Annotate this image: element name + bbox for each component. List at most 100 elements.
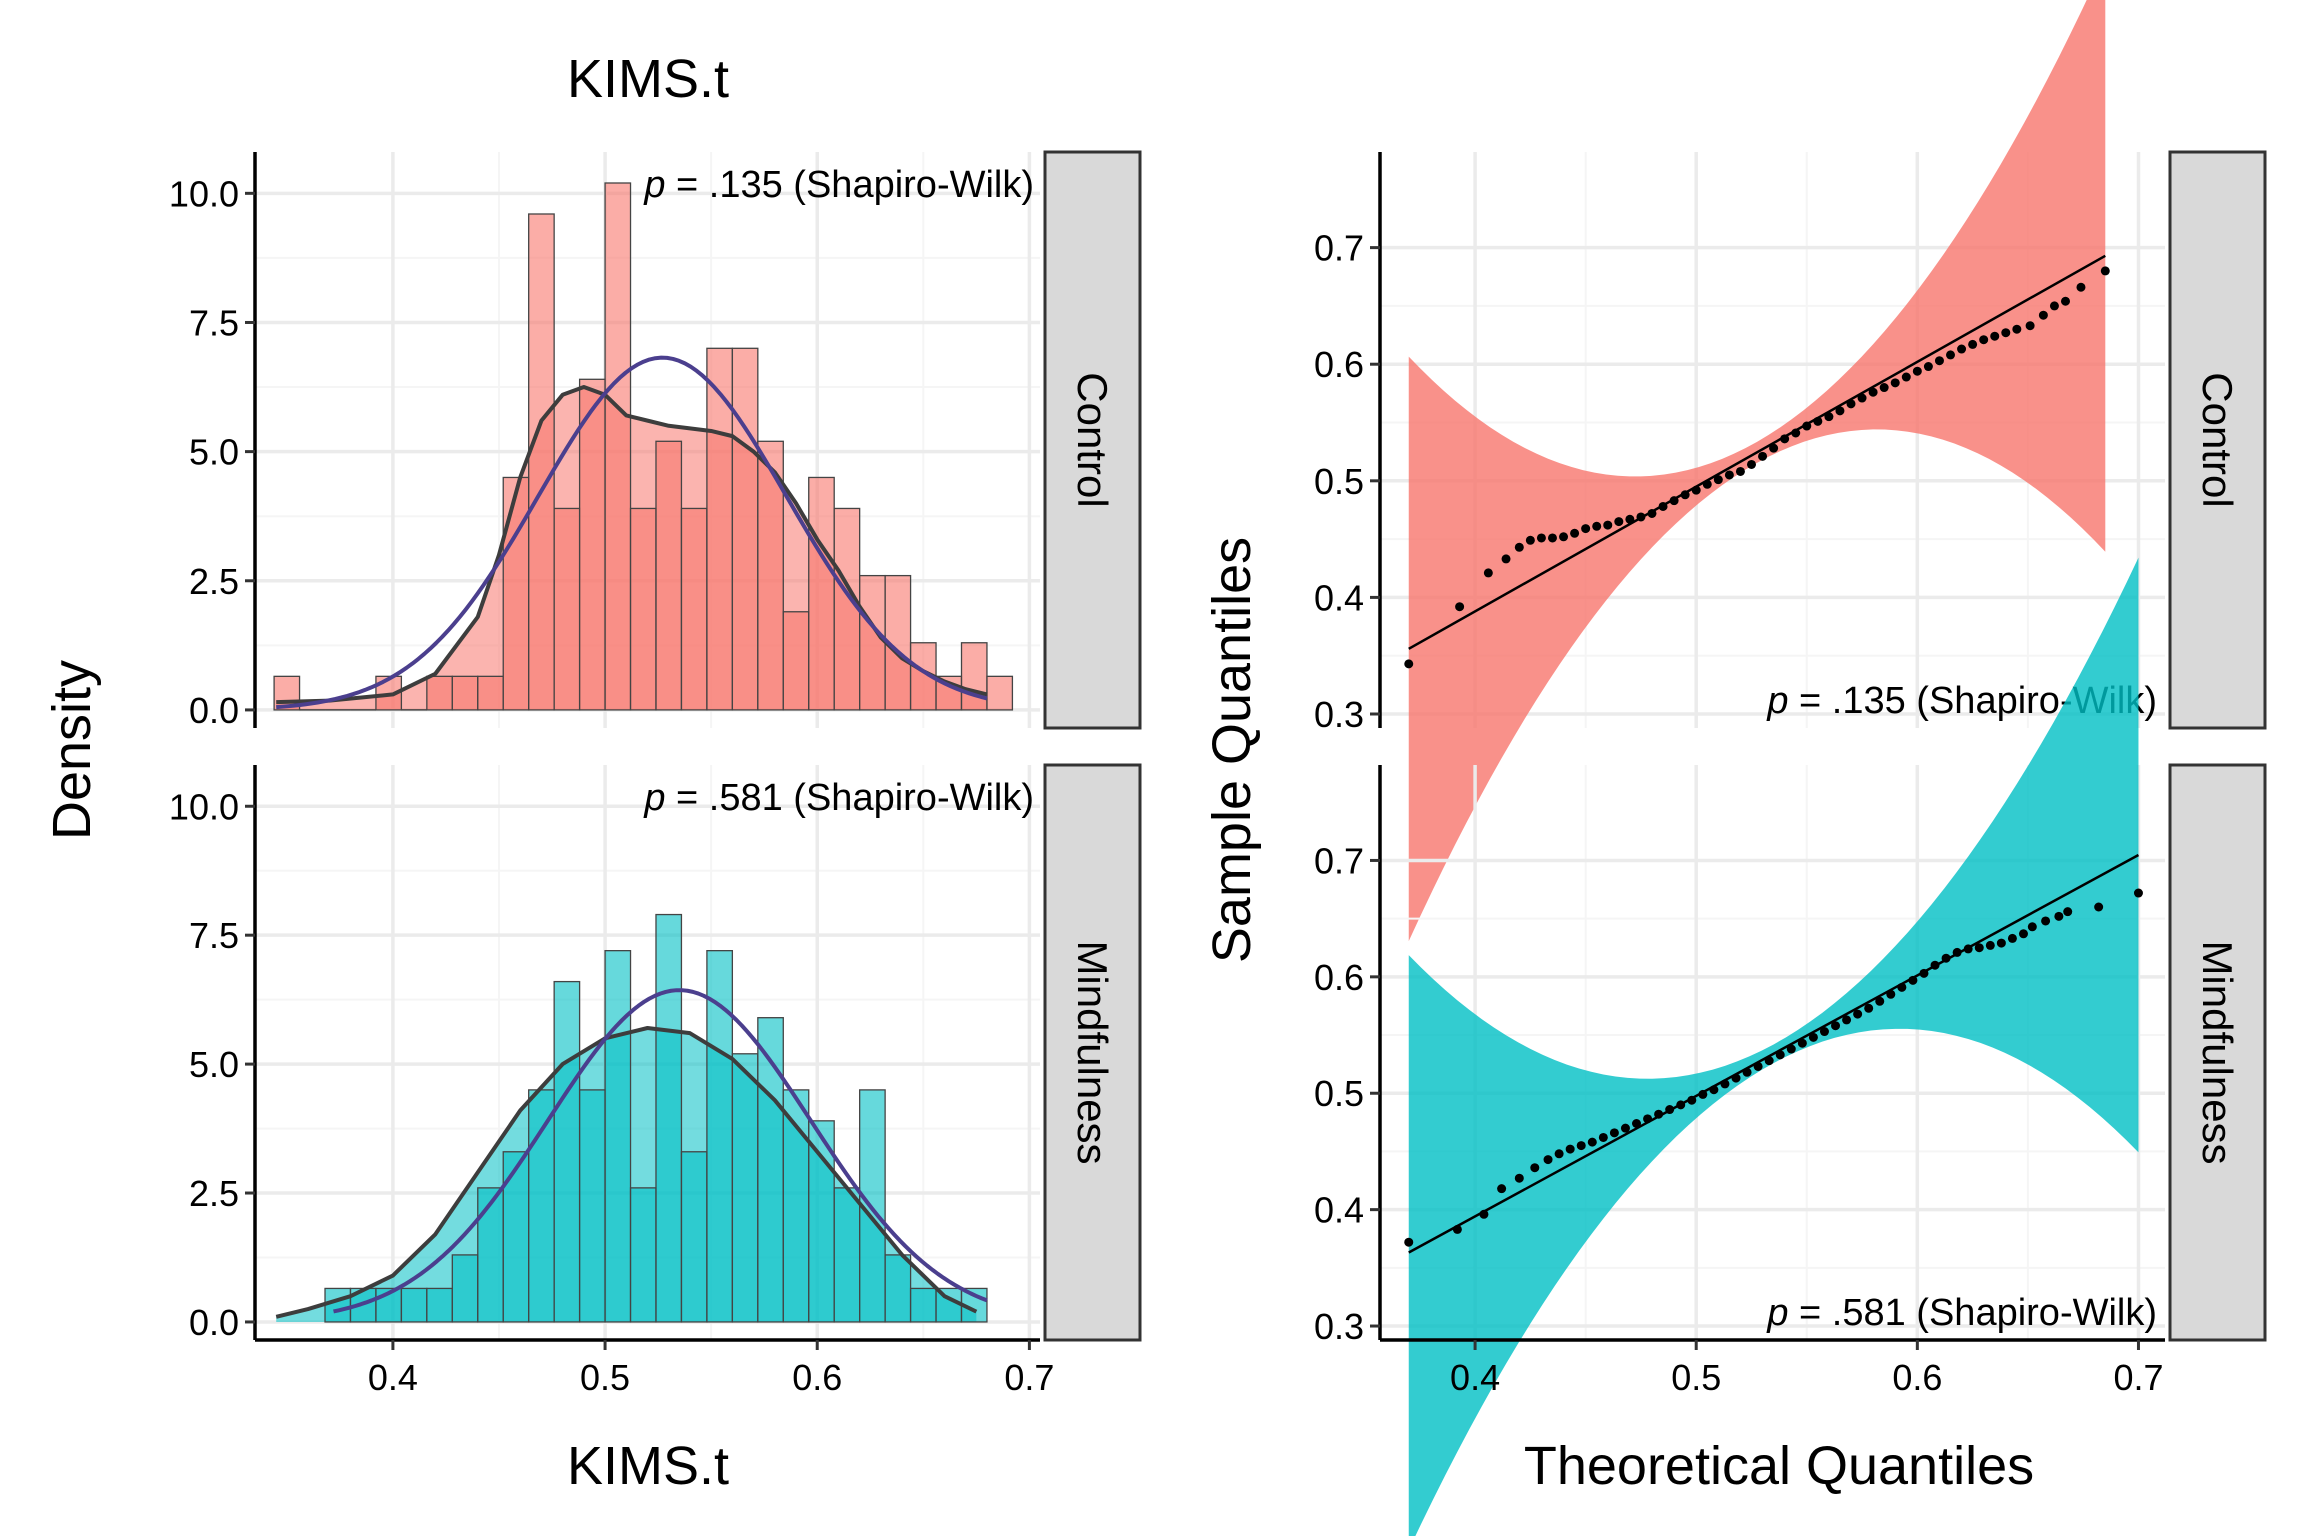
- histogram-bar: [477, 675, 504, 711]
- confidence-band: [1408, 557, 2139, 1536]
- qq-x-tick-label: 0.4: [1450, 1357, 1500, 1398]
- qq-point: [1483, 568, 1493, 578]
- qq-point: [1753, 1061, 1763, 1071]
- qq-point: [1901, 372, 1911, 382]
- qq-point: [1746, 459, 1756, 469]
- qq-y-tick-label: 0.6: [1314, 957, 1364, 998]
- qq-point: [1875, 996, 1885, 1006]
- qq-point: [1797, 1038, 1807, 1048]
- histogram-bar: [324, 1287, 352, 1323]
- histogram-bar: [578, 378, 606, 711]
- qq-point: [1974, 943, 1984, 953]
- p-symbol: p: [1766, 680, 1788, 722]
- hist-y-tick-label: 7.5: [189, 302, 239, 343]
- histogram-bar: [400, 1287, 428, 1323]
- qq-point: [1912, 366, 1922, 376]
- qq-point: [1576, 1141, 1586, 1151]
- qq-point: [1525, 535, 1535, 545]
- qq-point: [1963, 944, 1973, 954]
- qq-point: [1570, 528, 1580, 538]
- qq-facet-control: p = .135 (Shapiro-Wilk)0.30.40.50.60.7Co…: [1314, 0, 2267, 942]
- qq-point: [1455, 602, 1465, 612]
- qq-y-axis-title: Sample Quantiles: [1202, 537, 1262, 963]
- normal-curve-line: [276, 355, 988, 710]
- facet-strip-label: Control: [2194, 372, 2241, 507]
- qq-y-tick-label: 0.5: [1314, 461, 1364, 502]
- qq-point: [1890, 378, 1900, 388]
- qq-point: [2060, 296, 2070, 306]
- qq-point: [1923, 362, 1933, 372]
- p-symbol: p: [643, 777, 665, 819]
- qq-point: [1620, 1123, 1630, 1133]
- histogram-bar: [629, 507, 657, 711]
- qq-point: [2049, 301, 2059, 311]
- histogram-bar: [859, 574, 886, 711]
- qq-point: [1691, 485, 1701, 495]
- qq-point: [1404, 1237, 1414, 1247]
- qq-point: [1625, 514, 1635, 524]
- qq-point: [1864, 1003, 1874, 1013]
- qq-point: [1831, 1021, 1841, 1031]
- qq-point: [1680, 490, 1690, 500]
- qq-point: [1835, 406, 1845, 416]
- qq-point: [1514, 1173, 1524, 1183]
- qq-point: [2076, 282, 2086, 292]
- histogram-bar: [757, 1017, 784, 1323]
- qq-point: [1908, 975, 1918, 985]
- qq-x-tick-label: 0.6: [1892, 1357, 1942, 1398]
- qq-point: [1452, 1224, 1462, 1234]
- shapiro-wilk-annotation: p = .135 (Shapiro-Wilk): [643, 164, 1034, 206]
- hist-y-tick-label: 0.0: [189, 690, 239, 731]
- qq-point: [1853, 1009, 1863, 1019]
- figure-title: KIMS.t: [567, 49, 729, 109]
- qq-point: [1636, 512, 1646, 522]
- histogram-bar: [833, 507, 861, 711]
- histogram-bar: [629, 1187, 657, 1323]
- histogram-bar: [808, 476, 835, 711]
- qq-point: [1643, 1114, 1653, 1124]
- hist-x-tick-label: 0.6: [792, 1357, 842, 1398]
- kernel-density-line: [275, 1026, 978, 1319]
- qq-point: [1702, 479, 1712, 489]
- hist-y-tick-label: 10.0: [169, 173, 239, 214]
- qq-point: [1479, 1209, 1489, 1219]
- qq-point: [1603, 520, 1613, 530]
- qq-point: [1952, 947, 1962, 957]
- histogram-bar: [528, 1089, 555, 1323]
- histogram-bar: [528, 213, 555, 711]
- qq-point: [1698, 1089, 1708, 1099]
- qq-point: [1990, 331, 2000, 341]
- qq-point: [1647, 508, 1657, 518]
- qq-point: [1846, 399, 1856, 409]
- hist-facet-control: p = .135 (Shapiro-Wilk) 0.0 2.5 5.0 7.5 10.0 C…: [169, 150, 1142, 731]
- qq-x-tick-label: 0.5: [1671, 1357, 1721, 1398]
- qq-point: [2063, 907, 2073, 917]
- histogram-bar: [451, 1254, 479, 1323]
- qq-point: [1713, 475, 1723, 485]
- qq-reference-line: [1408, 254, 2106, 650]
- qq-point: [1897, 982, 1907, 992]
- hist-y-tick-label: 0.0: [189, 1302, 239, 1343]
- qq-point: [1802, 421, 1812, 431]
- histogram-bar: [960, 642, 988, 711]
- qq-point: [1687, 1095, 1697, 1105]
- histogram-bar: [604, 182, 632, 711]
- qq-point: [1501, 554, 1511, 564]
- qq-point: [1879, 383, 1889, 393]
- facet-strip-box: [1043, 763, 1142, 1342]
- qq-point: [1813, 416, 1823, 426]
- qq-point: [1598, 1132, 1608, 1142]
- histogram-bar: [655, 913, 683, 1323]
- qq-point: [1609, 1128, 1619, 1138]
- qq-point: [2054, 911, 2064, 921]
- qq-point: [1868, 387, 1878, 397]
- histogram-bar: [884, 1254, 912, 1323]
- qq-point: [1614, 517, 1624, 527]
- qq-facet-mindfulness: p = .581 (Shapiro-Wilk) 0.3 0.4 0.5 0.6 0.7 Mi…: [1314, 557, 2267, 1536]
- qq-point: [1676, 1100, 1686, 1110]
- confidence-band: [1408, 0, 2106, 942]
- qq-y-tick-label: 0.3: [1314, 694, 1364, 735]
- histogram-bar: [782, 611, 810, 711]
- histogram-bar: [426, 1287, 453, 1323]
- qq-point: [1930, 960, 1940, 970]
